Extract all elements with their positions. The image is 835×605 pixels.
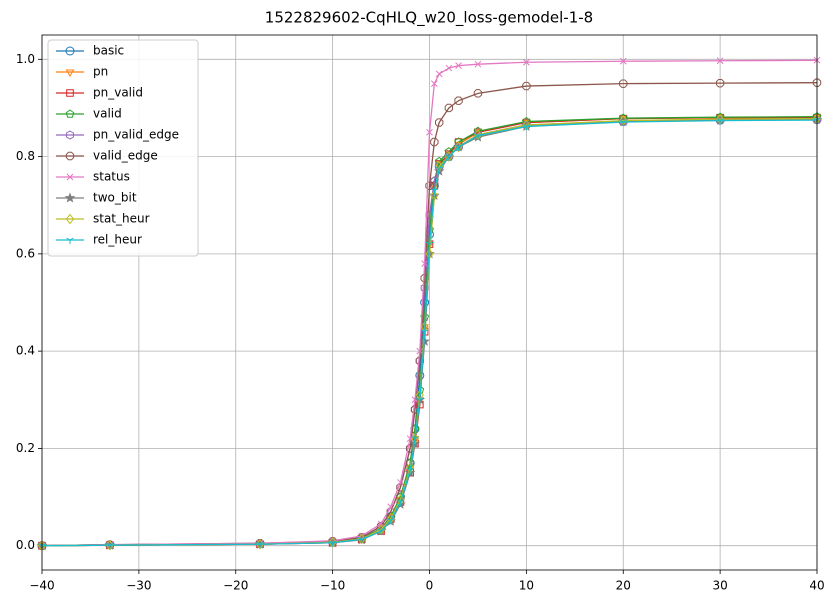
legend-label: pn_valid — [93, 86, 143, 100]
legend-label: status — [93, 170, 130, 184]
y-tick-label: 0.0 — [16, 538, 35, 552]
data-point — [619, 57, 627, 65]
data-point — [445, 64, 453, 72]
data-point — [455, 62, 462, 69]
legend-label: two_bit — [93, 191, 137, 205]
data-point — [425, 241, 434, 249]
x-tick-label: −40 — [29, 579, 54, 593]
legend-marker — [65, 151, 75, 161]
x-tick-label: 0 — [426, 579, 434, 593]
data-point — [387, 503, 395, 511]
data-point — [454, 144, 463, 151]
data-point — [387, 517, 395, 525]
data-point — [411, 436, 419, 443]
data-point — [425, 248, 434, 260]
legend-label: stat_heur — [93, 212, 150, 226]
data-point — [445, 154, 453, 161]
y-tick-label: 1.0 — [16, 52, 35, 66]
data-point — [474, 60, 482, 68]
legend-marker — [64, 192, 76, 203]
legend-marker — [65, 46, 75, 56]
legend-label: basic — [93, 44, 124, 58]
legend-label: valid_edge — [93, 149, 158, 163]
legend-marker — [66, 173, 74, 181]
legend-box — [47, 39, 199, 257]
data-point — [474, 133, 482, 140]
data-point — [435, 166, 443, 173]
data-point — [454, 96, 463, 105]
y-tick-label: 0.4 — [16, 344, 35, 358]
data-point — [420, 329, 429, 336]
data-point — [416, 347, 424, 355]
data-point — [434, 156, 444, 166]
data-point — [328, 536, 337, 548]
data-point — [106, 542, 114, 550]
y-tick-label: 0.8 — [16, 149, 35, 163]
data-point — [377, 520, 385, 528]
data-point — [419, 335, 430, 346]
data-point — [426, 128, 433, 136]
data-point — [430, 190, 439, 201]
legend-label: valid — [93, 107, 122, 121]
data-point — [377, 528, 385, 536]
legend-marker — [65, 213, 75, 225]
y-tick-label: 0.6 — [16, 246, 35, 260]
x-tick-label: −20 — [223, 579, 248, 593]
legend-label: rel_heur — [93, 233, 142, 247]
legend-label: pn_valid_edge — [93, 128, 179, 142]
data-point — [716, 57, 724, 65]
data-point — [522, 124, 531, 131]
plot-frame — [41, 34, 818, 571]
data-point — [256, 541, 264, 549]
data-point — [430, 137, 439, 147]
data-point — [619, 119, 627, 127]
x-tick-label: −30 — [126, 579, 151, 593]
data-point — [473, 89, 483, 98]
series-line — [41, 59, 818, 547]
x-tick-label: 10 — [519, 579, 534, 593]
data-point — [421, 260, 429, 267]
y-tick-label: 0.2 — [16, 441, 35, 455]
data-point — [716, 118, 724, 125]
series-line — [41, 82, 818, 547]
data-point — [812, 78, 822, 87]
x-tick-label: 30 — [712, 579, 727, 593]
x-tick-label: 20 — [616, 579, 631, 593]
data-point — [357, 533, 366, 545]
legend-marker — [65, 109, 75, 118]
data-point — [416, 397, 424, 404]
data-point — [522, 81, 531, 91]
x-tick-label: −10 — [320, 579, 345, 593]
legend-label: pn — [93, 65, 108, 79]
series-line — [41, 119, 818, 547]
data-point — [396, 499, 405, 506]
data-point — [430, 188, 439, 195]
data-point — [523, 58, 530, 66]
data-point — [715, 78, 725, 88]
legend-marker — [66, 130, 74, 140]
data-point — [397, 479, 404, 486]
data-point — [444, 103, 454, 113]
data-point — [430, 80, 438, 87]
data-point — [435, 70, 443, 78]
legend-marker — [66, 237, 74, 244]
legend-marker — [66, 89, 74, 97]
data-point — [328, 540, 337, 547]
data-point — [357, 536, 366, 544]
data-point — [406, 467, 414, 475]
data-point — [434, 118, 444, 127]
x-tick-label: 40 — [809, 579, 824, 593]
chart-title: 1522829602-CqHLQ_w20_loss-gemodel-1-8 — [265, 9, 593, 28]
data-point — [619, 79, 628, 88]
legend-marker — [65, 69, 75, 78]
